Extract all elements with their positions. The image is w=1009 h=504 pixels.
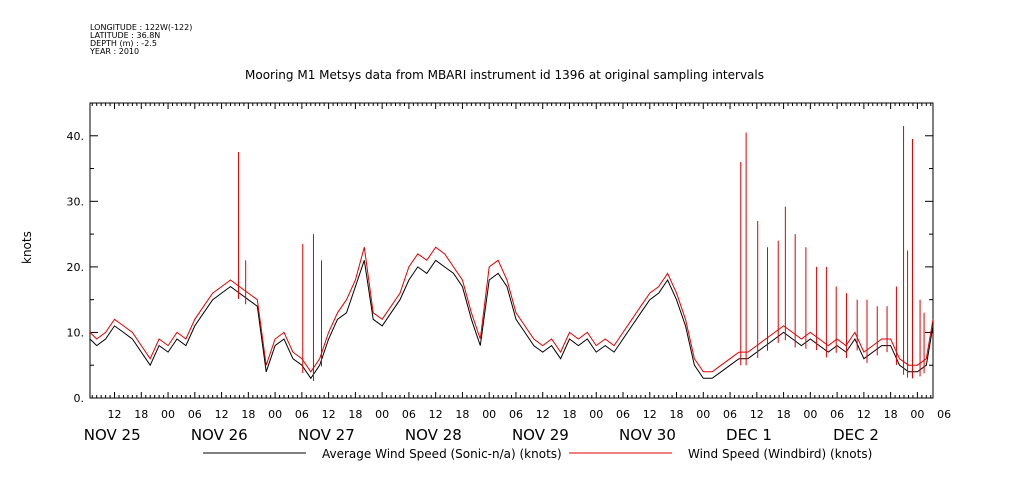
x-day-label: NOV 30 [619,426,676,444]
x-tick-label: 18 [134,408,148,421]
x-tick-label: 06 [723,408,737,421]
x-tick-label: 00 [910,408,924,421]
x-tick-label: 00 [482,408,496,421]
legend-average-label: Average Wind Speed (Sonic-n/a) (knots) [322,447,562,461]
y-tick-label: 0. [74,392,85,405]
y-tick-label: 40. [67,130,85,143]
x-day-label: NOV 27 [298,426,355,444]
x-tick-label: 00 [696,408,710,421]
x-day-label: NOV 26 [191,426,248,444]
x-tick-label: 12 [429,408,443,421]
x-tick-label: 12 [857,408,871,421]
x-tick-label: 00 [803,408,817,421]
x-tick-label: 18 [884,408,898,421]
x-tick-label: 12 [750,408,764,421]
x-day-label: NOV 29 [512,426,569,444]
x-day-label: NOV 25 [84,426,141,444]
x-day-label: DEC 2 [833,426,879,444]
longitude-label: LONGITUDE : 122W(-122) [90,23,193,32]
series-average-wind-line [89,259,934,380]
x-tick-label: 00 [161,408,175,421]
x-tick-label: 18 [777,408,791,421]
x-tick-label: 06 [295,408,309,421]
x-tick-label: 06 [188,408,202,421]
depth-label: DEPTH (m) : -2.5 [90,39,157,48]
year-label: YEAR : 2010 [90,47,140,56]
x-day-label: DEC 1 [726,426,772,444]
x-tick-label: 06 [402,408,416,421]
y-tick-label: 30. [67,195,85,208]
latitude-label: LATITUDE : 36.8N [90,31,161,40]
x-tick-label: 12 [108,408,122,421]
y-tick-label: 10. [67,326,85,339]
x-day-label: NOV 28 [405,426,462,444]
x-tick-label: 00 [268,408,282,421]
x-tick-label: 12 [536,408,550,421]
x-tick-label: 12 [643,408,657,421]
x-tick-label: 12 [215,408,229,421]
chart-title: Mooring M1 Metsys data from MBARI instru… [245,68,764,82]
x-tick-label: 18 [348,408,362,421]
x-tick-label: 06 [509,408,523,421]
x-tick-label: 06 [830,408,844,421]
x-tick-label: 18 [670,408,684,421]
x-tick-label: 06 [616,408,630,421]
legend-windbird-label: Wind Speed (Windbird) (knots) [688,447,872,461]
y-tick-label: 20. [67,261,85,274]
x-tick-label: 00 [375,408,389,421]
x-tick-label: 18 [562,408,576,421]
x-tick-label: 00 [589,408,603,421]
x-tick-label: 18 [455,408,469,421]
series-windbird-line [89,246,934,373]
x-tick-label: 18 [241,408,255,421]
x-tick-label: 06 [937,408,951,421]
x-tick-label: 12 [322,408,336,421]
plot-frame [89,102,934,399]
